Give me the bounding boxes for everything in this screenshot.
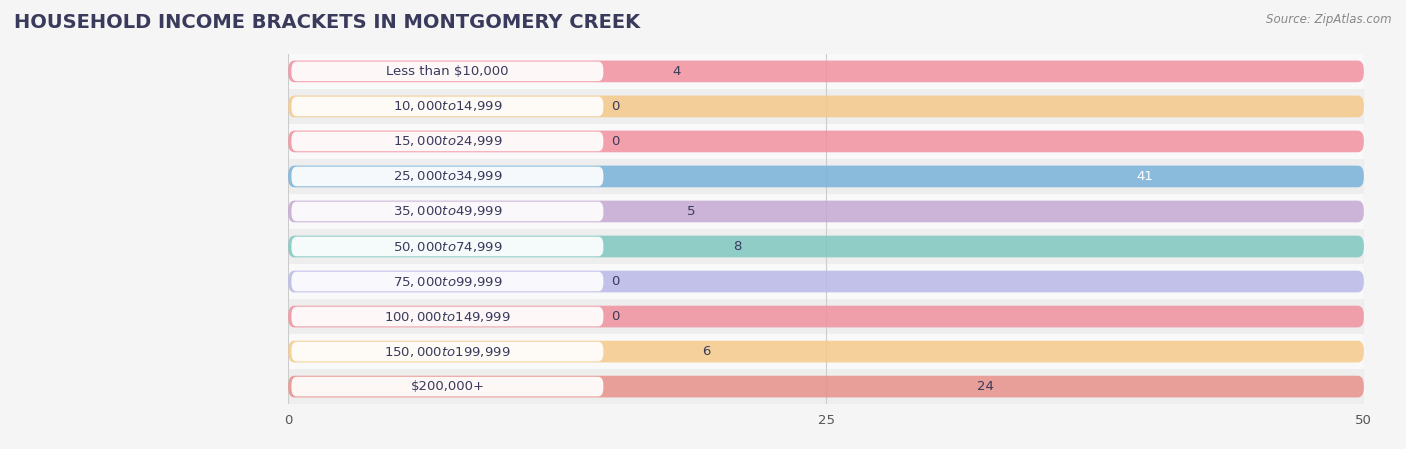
FancyBboxPatch shape [291,307,603,326]
FancyBboxPatch shape [291,202,603,221]
FancyBboxPatch shape [288,236,1364,257]
Bar [288,159,1364,194]
FancyBboxPatch shape [288,271,1364,292]
FancyBboxPatch shape [288,201,1364,222]
Text: 6: 6 [703,345,711,358]
Text: 0: 0 [610,275,619,288]
Bar [288,299,1364,334]
Text: 24: 24 [977,380,994,393]
FancyBboxPatch shape [291,237,603,256]
Text: 0: 0 [610,100,619,113]
Bar [288,54,1364,89]
Bar [288,334,1364,369]
Bar [288,369,1364,404]
FancyBboxPatch shape [288,61,1364,82]
FancyBboxPatch shape [288,306,1364,327]
Bar [288,229,1364,264]
Text: 41: 41 [1136,170,1153,183]
Text: $100,000 to $149,999: $100,000 to $149,999 [384,309,510,324]
Text: Less than $10,000: Less than $10,000 [387,65,509,78]
FancyBboxPatch shape [291,62,603,81]
Text: $200,000+: $200,000+ [411,380,485,393]
Text: $50,000 to $74,999: $50,000 to $74,999 [392,239,502,254]
Text: 4: 4 [672,65,681,78]
Text: $15,000 to $24,999: $15,000 to $24,999 [392,134,502,149]
Text: 0: 0 [610,135,619,148]
FancyBboxPatch shape [288,131,1364,152]
FancyBboxPatch shape [291,272,603,291]
FancyBboxPatch shape [288,96,1364,117]
Text: $35,000 to $49,999: $35,000 to $49,999 [392,204,502,219]
FancyBboxPatch shape [291,342,603,361]
Bar [288,194,1364,229]
Text: 5: 5 [688,205,696,218]
Text: $25,000 to $34,999: $25,000 to $34,999 [392,169,502,184]
Text: Source: ZipAtlas.com: Source: ZipAtlas.com [1267,13,1392,26]
FancyBboxPatch shape [288,376,1364,397]
Text: $150,000 to $199,999: $150,000 to $199,999 [384,344,510,359]
Bar [288,89,1364,124]
Text: 8: 8 [733,240,741,253]
FancyBboxPatch shape [291,97,603,116]
FancyBboxPatch shape [291,132,603,151]
FancyBboxPatch shape [288,166,1364,187]
Bar [288,124,1364,159]
Bar [288,264,1364,299]
Text: 0: 0 [610,310,619,323]
FancyBboxPatch shape [291,377,603,396]
Text: HOUSEHOLD INCOME BRACKETS IN MONTGOMERY CREEK: HOUSEHOLD INCOME BRACKETS IN MONTGOMERY … [14,13,640,32]
Text: $10,000 to $14,999: $10,000 to $14,999 [392,99,502,114]
FancyBboxPatch shape [288,341,1364,362]
FancyBboxPatch shape [291,167,603,186]
Text: $75,000 to $99,999: $75,000 to $99,999 [392,274,502,289]
